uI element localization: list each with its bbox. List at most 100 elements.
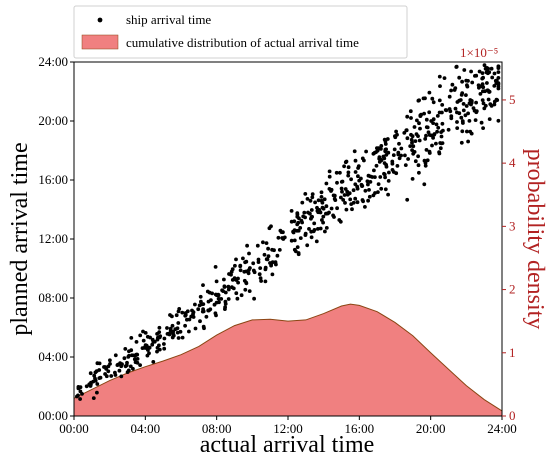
- scatter-point: [496, 64, 501, 69]
- scatter-point: [427, 149, 432, 154]
- scatter-point: [460, 129, 465, 134]
- scatter-point: [201, 324, 206, 329]
- scatter-point: [157, 335, 162, 340]
- scatter-point: [487, 70, 492, 75]
- scatter-point: [404, 128, 409, 133]
- scatter-point: [270, 272, 275, 277]
- scatter-point: [387, 170, 391, 175]
- scatter-point: [262, 252, 267, 257]
- scatter-point: [75, 394, 79, 399]
- scatter-point: [307, 227, 311, 231]
- scatter-point: [230, 278, 235, 282]
- scatter-point: [257, 272, 262, 277]
- scatter-point: [256, 260, 261, 264]
- scatter-point: [296, 252, 301, 257]
- scatter-point: [157, 343, 161, 348]
- scatter-point: [462, 68, 467, 72]
- y-tick-label: 16:00: [38, 172, 68, 187]
- scatter-point: [329, 187, 334, 192]
- density-area: [74, 304, 502, 416]
- scatter-point: [118, 361, 122, 366]
- scatter-point: [235, 296, 240, 301]
- scatter-point: [455, 100, 460, 104]
- scatter-point: [409, 116, 413, 120]
- scatter-point: [187, 329, 191, 334]
- scatter-point: [266, 246, 270, 251]
- scatter-point: [338, 170, 342, 175]
- scatter-point: [442, 76, 447, 80]
- scatter-point: [76, 385, 81, 389]
- scatter-point: [214, 279, 219, 284]
- scatter-point: [223, 290, 228, 295]
- scatter-point: [126, 355, 131, 359]
- scatter-point: [170, 323, 175, 328]
- scatter-point: [421, 96, 426, 101]
- scatter-point: [385, 137, 390, 141]
- scatter-point: [383, 147, 388, 152]
- scatter-point: [198, 294, 203, 299]
- scatter-point: [108, 362, 112, 366]
- area-layer: [73, 303, 503, 416]
- scatter-point: [460, 79, 464, 84]
- scatter-point: [364, 149, 368, 154]
- scatter-point: [372, 168, 376, 173]
- scatter-point: [318, 226, 323, 231]
- scatter-point: [410, 140, 414, 145]
- scatter-point: [427, 110, 432, 115]
- scatter-point: [289, 238, 294, 243]
- scatter-point: [481, 126, 485, 130]
- scatter-point: [367, 188, 371, 192]
- scatter-point: [272, 248, 276, 253]
- scatter-point: [390, 168, 395, 172]
- scatter-point: [157, 325, 162, 330]
- scatter-point: [78, 397, 82, 401]
- scatter-point: [427, 90, 432, 95]
- scatter-point: [363, 188, 368, 193]
- scatter-point: [489, 66, 494, 71]
- scatter-point: [492, 71, 497, 76]
- scatter-point: [183, 323, 188, 328]
- scatter-point: [449, 88, 453, 93]
- scatter-point: [360, 156, 365, 161]
- scatter-point: [356, 174, 360, 179]
- scatter-point: [487, 117, 492, 121]
- scatter-point: [145, 345, 150, 350]
- scatter-point: [177, 307, 182, 311]
- scatter-point: [327, 169, 332, 174]
- scatter-point: [308, 198, 313, 203]
- scatter-point: [485, 81, 489, 85]
- scatter-point: [168, 328, 173, 333]
- scatter-point: [454, 64, 459, 69]
- scatter-point: [402, 131, 407, 135]
- scatter-point: [150, 337, 155, 342]
- scatter-point: [351, 188, 356, 193]
- scatter-point: [367, 194, 372, 199]
- scatter-point: [327, 174, 332, 179]
- scatter-point: [207, 308, 212, 313]
- scatter-point: [204, 314, 209, 319]
- scatter-point: [376, 182, 381, 187]
- scatter-point: [450, 82, 455, 87]
- scatter-point: [410, 177, 415, 181]
- scatter-point: [117, 368, 122, 373]
- scatter-point: [93, 378, 98, 383]
- scatter-point: [416, 154, 420, 159]
- scatter-point: [435, 114, 440, 118]
- scatter-point: [122, 356, 127, 361]
- scatter-point: [320, 205, 325, 210]
- scatter-point: [269, 224, 273, 229]
- scatter-point: [97, 376, 102, 380]
- scatter-point: [409, 132, 413, 137]
- scatter-point: [126, 349, 131, 354]
- scatter-point: [446, 127, 451, 132]
- scatter-point: [223, 305, 228, 310]
- x-tick-label: 20:00: [416, 421, 446, 436]
- scatter-point: [417, 138, 422, 143]
- scatter-point: [236, 280, 241, 285]
- scatter-point: [238, 263, 243, 268]
- scatter-point: [488, 102, 493, 106]
- scatter-point: [416, 163, 421, 168]
- scatter-point: [405, 136, 410, 141]
- scatter-point: [289, 219, 294, 224]
- scatter-point: [349, 177, 353, 182]
